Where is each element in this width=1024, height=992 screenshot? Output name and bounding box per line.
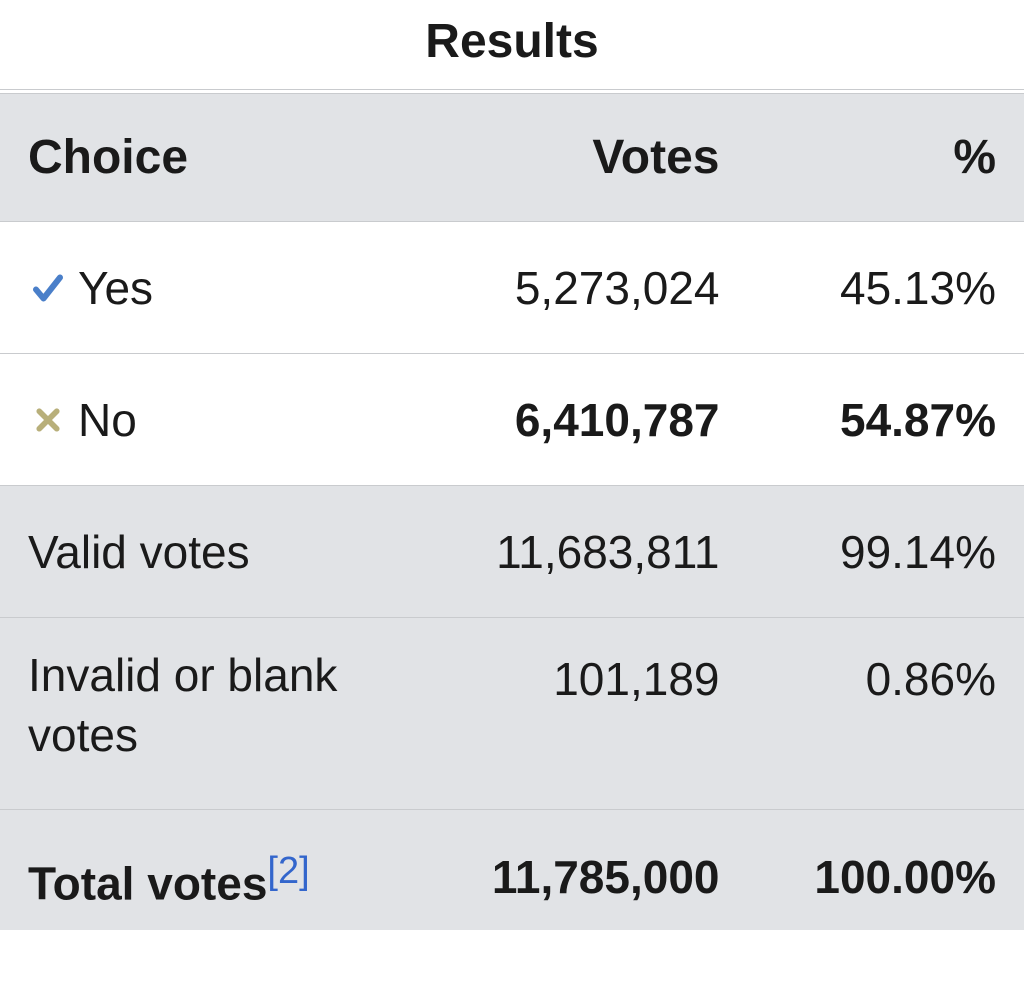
header-choice: Choice [0,94,410,222]
results-table-container: Results Choice Votes % Yes [0,0,1024,992]
table-row-no: No 6,410,787 54.87% [0,354,1024,486]
percent-valid: 99.14% [748,486,1024,618]
table-title: Results [0,0,1024,89]
header-votes: Votes [410,94,748,222]
label-total: Total votes [28,857,267,909]
votes-total: 11,785,000 [410,810,748,930]
votes-yes: 5,273,024 [410,222,748,354]
reference-link[interactable]: [2] [267,850,309,892]
label-no: No [78,393,137,447]
cell-choice-valid: Valid votes [0,486,410,618]
header-percent: % [748,94,1024,222]
table-header-row: Choice Votes % [0,94,1024,222]
check-icon [28,268,68,308]
cell-choice-total: Total votes[2] [0,810,410,930]
table-row-yes: Yes 5,273,024 45.13% [0,222,1024,354]
cell-choice-invalid: Invalid or blank votes [0,618,410,810]
x-icon [28,400,68,440]
votes-valid: 11,683,811 [410,486,748,618]
percent-total: 100.00% [748,810,1024,930]
results-table: Choice Votes % Yes 5,273,024 45.13% [0,89,1024,930]
percent-invalid: 0.86% [748,618,1024,810]
cell-choice-no: No [0,354,410,486]
table-row-invalid: Invalid or blank votes 101,189 0.86% [0,618,1024,810]
table-row-valid: Valid votes 11,683,811 99.14% [0,486,1024,618]
label-invalid: Invalid or blank votes [28,646,382,766]
votes-invalid: 101,189 [410,618,748,810]
percent-no: 54.87% [748,354,1024,486]
label-valid: Valid votes [28,526,250,578]
percent-yes: 45.13% [748,222,1024,354]
cell-choice-yes: Yes [0,222,410,354]
label-yes: Yes [78,261,153,315]
votes-no: 6,410,787 [410,354,748,486]
table-row-total: Total votes[2] 11,785,000 100.00% [0,810,1024,930]
